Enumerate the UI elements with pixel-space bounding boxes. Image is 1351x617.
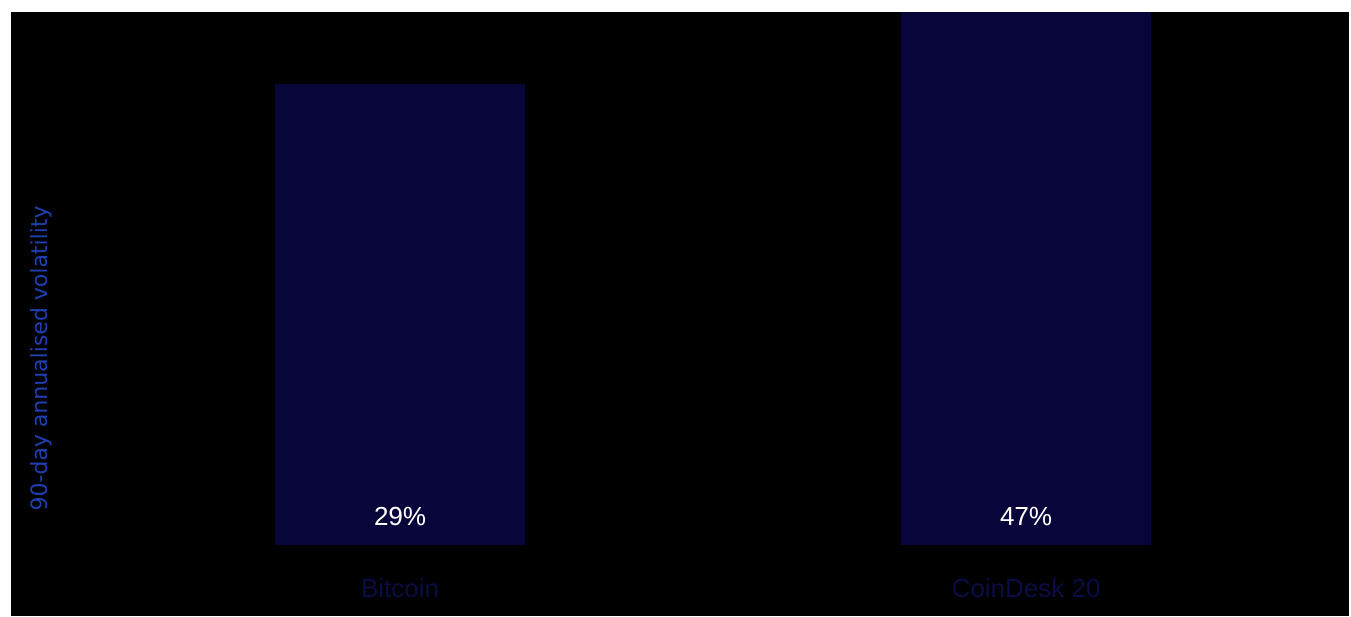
bars-group — [275, 12, 1151, 546]
bar-value-label-coindesk-20: 47% — [1000, 501, 1052, 531]
y-axis-label: 90-day annualised volatility — [28, 205, 53, 510]
category-label-coindesk-20: CoinDesk 20 — [952, 573, 1101, 603]
bar-labels-group: 29% 47% — [374, 501, 1052, 531]
category-label-bitcoin: Bitcoin — [361, 573, 439, 603]
category-labels-group: Bitcoin CoinDesk 20 — [361, 573, 1100, 603]
bar-coindesk-20 — [901, 12, 1151, 545]
bar-chart: 29% 47% Bitcoin CoinDesk 20 90-day annuali… — [28, 12, 1151, 603]
chart-area: 29% 47% Bitcoin CoinDesk 20 90-day annuali… — [11, 12, 1349, 616]
bar-value-label-bitcoin: 29% — [374, 501, 426, 531]
bar-bitcoin — [275, 83, 525, 546]
